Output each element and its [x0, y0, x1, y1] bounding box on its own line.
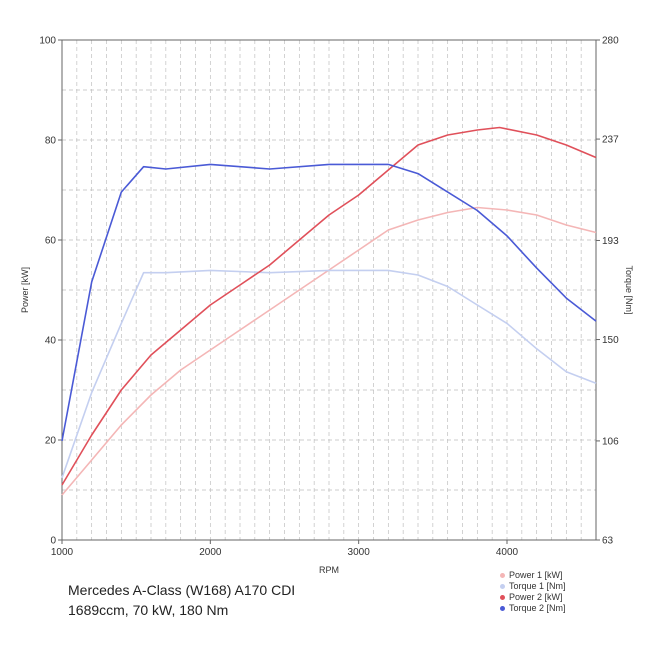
x-tick-label: 2000	[199, 547, 222, 558]
y-right-axis-title: Torque [Nm]	[624, 265, 634, 314]
chart-legend: Power 1 [kW] Torque 1 [Nm] Power 2 [kW] …	[500, 570, 566, 614]
caption-line-1: Mercedes A-Class (W168) A170 CDI	[68, 582, 296, 598]
caption-line-2: 1689ccm, 70 kW, 180 Nm	[68, 602, 229, 618]
y-left-tick-label: 60	[45, 236, 57, 247]
series-line-torque-1-nm	[61, 269, 597, 479]
x-tick-label: 4000	[496, 547, 519, 558]
legend-swatch-torque-2	[500, 606, 505, 611]
x-axis-title: RPM	[319, 565, 339, 575]
legend-label-power-2: Power 2 [kW]	[509, 592, 563, 602]
y-right-tick-label: 237	[602, 135, 619, 146]
series-line-torque-2-nm	[61, 163, 597, 442]
x-tick-label: 3000	[348, 547, 371, 558]
series-line-power-2-kw	[61, 126, 597, 486]
x-tick-label: 1000	[51, 547, 74, 558]
legend-item-power-2: Power 2 [kW]	[500, 592, 566, 603]
plot-frame	[61, 39, 597, 541]
y-left-tick-label: 0	[50, 536, 56, 547]
legend-item-torque-2: Torque 2 [Nm]	[500, 603, 566, 614]
y-right-tick-label: 106	[602, 436, 619, 447]
legend-label-power-1: Power 1 [kW]	[509, 570, 563, 580]
y-left-tick-label: 100	[39, 36, 56, 47]
y-left-axis-title: Power [kW]	[20, 267, 30, 313]
y-right-tick-label: 63	[602, 536, 614, 547]
legend-label-torque-1: Torque 1 [Nm]	[509, 581, 566, 591]
y-left-tick-label: 20	[45, 436, 57, 447]
legend-item-power-1: Power 1 [kW]	[500, 570, 566, 581]
y-right-tick-label: 150	[602, 335, 619, 346]
legend-item-torque-1: Torque 1 [Nm]	[500, 581, 566, 592]
chart-caption: Mercedes A-Class (W168) A170 CDI 1689ccm…	[68, 580, 295, 620]
y-right-tick-label: 280	[602, 36, 619, 47]
y-right-tick-label: 193	[602, 236, 619, 247]
legend-swatch-power-1	[500, 573, 505, 578]
legend-swatch-power-2	[500, 595, 505, 600]
legend-label-torque-2: Torque 2 [Nm]	[509, 603, 566, 613]
y-left-tick-label: 40	[45, 336, 57, 347]
legend-swatch-torque-1	[500, 584, 505, 589]
y-left-tick-label: 80	[45, 136, 57, 147]
